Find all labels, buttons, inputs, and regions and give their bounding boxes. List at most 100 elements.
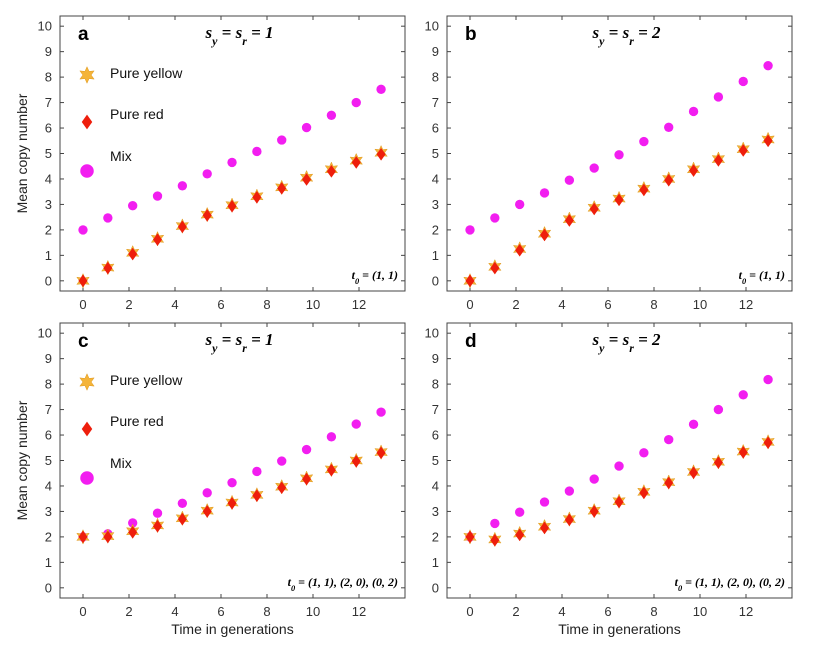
panel-b-point-mix bbox=[713, 92, 724, 102]
panel-d-point-mix bbox=[639, 448, 649, 458]
panel-c-ylabel: Mean copy number bbox=[14, 400, 30, 520]
panel-a-xtick-label: 8 bbox=[263, 297, 270, 312]
panel-d-ytick-label: 5 bbox=[432, 453, 439, 468]
panel-c-point-pure-red bbox=[202, 505, 212, 518]
panel-d-point-mix bbox=[713, 404, 724, 415]
panel-c-ytick-label: 4 bbox=[45, 478, 52, 493]
panel-c-point-mix bbox=[202, 488, 212, 498]
panel-c-point-pure-red bbox=[177, 512, 187, 526]
panel-b-point-mix bbox=[688, 106, 699, 117]
panel-d-xtick-label: 6 bbox=[604, 604, 611, 619]
panel-a-point-mix bbox=[301, 122, 312, 133]
panel-b-point-pure-red bbox=[664, 173, 674, 187]
panel-b-ytick-label: 2 bbox=[432, 222, 439, 237]
panel-b-point-pure-red bbox=[490, 261, 500, 275]
panel-a-point-mix bbox=[127, 201, 138, 211]
panel-d-ytick-label: 7 bbox=[432, 402, 439, 417]
panel-d-xtick-label: 10 bbox=[693, 604, 707, 619]
panel-a-ytick-label: 10 bbox=[38, 19, 52, 34]
panel-b-point-pure-red bbox=[540, 228, 550, 242]
panel-c-xtick-label: 10 bbox=[306, 604, 320, 619]
panel-c-xtick-label: 4 bbox=[171, 604, 178, 619]
panel-c-point-pure-red bbox=[153, 519, 163, 533]
panel-a-ytick-label: 5 bbox=[45, 146, 52, 161]
panel-c-point-mix bbox=[177, 498, 188, 508]
panel-a-point-pure-red bbox=[326, 165, 336, 178]
panel-a-point-pure-red bbox=[78, 274, 88, 288]
panel-b-point-pure-red bbox=[614, 193, 624, 207]
panel-a-legend-label: Pure yellow bbox=[110, 65, 183, 81]
panel-c-xtick-label: 6 bbox=[217, 604, 224, 619]
panel-a-point-pure-red bbox=[351, 156, 361, 169]
panel-c-annotation: t0 = (1, 1), (2, 0), (0, 2) bbox=[288, 575, 398, 593]
panel-c-point-pure-red bbox=[351, 454, 361, 468]
panel-d-ytick-label: 2 bbox=[432, 529, 439, 544]
panel-a-title: sy = sr = 1 bbox=[204, 23, 273, 48]
panel-d-point-pure-red bbox=[564, 513, 574, 527]
panel-d-ytick-label: 1 bbox=[432, 555, 439, 570]
panel-d-point-mix bbox=[688, 419, 699, 430]
panel-a-point-mix bbox=[78, 225, 88, 235]
panel-b-ytick-label: 10 bbox=[425, 19, 439, 34]
panel-a-point-mix bbox=[326, 110, 337, 120]
panel-b-xtick-label: 8 bbox=[650, 297, 657, 312]
panel-a-ylabel: Mean copy number bbox=[14, 93, 30, 213]
panel-c-point-pure-red bbox=[103, 530, 113, 544]
panel-d-title: sy = sr = 2 bbox=[591, 330, 661, 355]
panel-b-xtick-label: 12 bbox=[739, 297, 753, 312]
panel-d-point-pure-red bbox=[589, 505, 599, 518]
panel-c-ytick-label: 9 bbox=[45, 351, 52, 366]
panel-a-point-pure-red bbox=[177, 220, 187, 234]
panel-b-xtick-label: 0 bbox=[466, 297, 473, 312]
panel-b-ytick-label: 7 bbox=[432, 95, 439, 110]
panel-a-point-pure-red bbox=[103, 261, 113, 275]
panel-b-point-pure-red bbox=[689, 164, 699, 177]
panel-c-point-mix bbox=[152, 508, 163, 518]
panel-c-letter: c bbox=[78, 331, 89, 352]
panel-d-xtick-label: 4 bbox=[558, 604, 565, 619]
panel-c-title: sy = sr = 1 bbox=[204, 330, 273, 355]
panel-b-xtick-label: 4 bbox=[558, 297, 565, 312]
panel-c-xtick-label: 12 bbox=[352, 604, 366, 619]
panel-a-ytick-label: 8 bbox=[45, 70, 52, 85]
panel-d-point-mix bbox=[515, 507, 525, 517]
panel-a-point-mix bbox=[252, 146, 262, 157]
panel-a-ytick-label: 3 bbox=[45, 197, 52, 212]
panel-b-point-pure-red bbox=[713, 154, 723, 167]
panel-b-ytick-label: 1 bbox=[432, 248, 439, 263]
panel-b-ytick-label: 9 bbox=[432, 44, 439, 59]
panel-a-point-pure-red bbox=[202, 209, 212, 222]
panel-b-point-pure-red bbox=[465, 274, 475, 288]
panel-c-point-mix bbox=[227, 477, 237, 488]
panel-d-ytick-label: 0 bbox=[432, 580, 439, 595]
panel-a-legend-label: Pure red bbox=[110, 106, 164, 122]
panel-b-xtick-label: 10 bbox=[693, 297, 707, 312]
panel-d-point-mix bbox=[564, 486, 575, 496]
panel-a-point-pure-red bbox=[277, 182, 287, 195]
panel-b-point-mix bbox=[490, 213, 500, 223]
panel-c-point-pure-red bbox=[326, 463, 336, 477]
panel-c-ytick-label: 3 bbox=[45, 504, 52, 519]
panel-c-ytick-label: 6 bbox=[45, 428, 52, 443]
panel-c-point-mix bbox=[376, 407, 386, 417]
panel-d-ytick-label: 9 bbox=[432, 351, 439, 366]
panel-c-ytick-label: 2 bbox=[45, 529, 52, 544]
panel-b-xtick-label: 2 bbox=[512, 297, 519, 312]
panel-d-point-mix bbox=[539, 497, 550, 507]
panel-d-xlabel: Time in generations bbox=[558, 621, 680, 637]
panel-c-point-mix bbox=[326, 432, 337, 442]
panel-d-point-pure-red bbox=[465, 530, 475, 544]
panel-c-point-pure-red bbox=[376, 446, 386, 460]
panel-d-axes-frame bbox=[446, 322, 793, 599]
panel-a-point-mix bbox=[351, 97, 361, 108]
panel-b-ytick-label: 6 bbox=[432, 121, 439, 136]
panel-a-point-mix bbox=[227, 157, 237, 168]
panel-c-ytick-label: 8 bbox=[45, 377, 52, 392]
panel-a-point-mix bbox=[152, 191, 163, 201]
panel-c-point-mix bbox=[252, 466, 262, 477]
panel-b-point-mix bbox=[639, 136, 649, 147]
panel-d-point-pure-red bbox=[515, 528, 525, 542]
panel-c-ytick-label: 10 bbox=[38, 326, 52, 341]
panel-c-legend-marker-mix bbox=[80, 471, 94, 485]
panel-b-letter: b bbox=[465, 24, 477, 45]
